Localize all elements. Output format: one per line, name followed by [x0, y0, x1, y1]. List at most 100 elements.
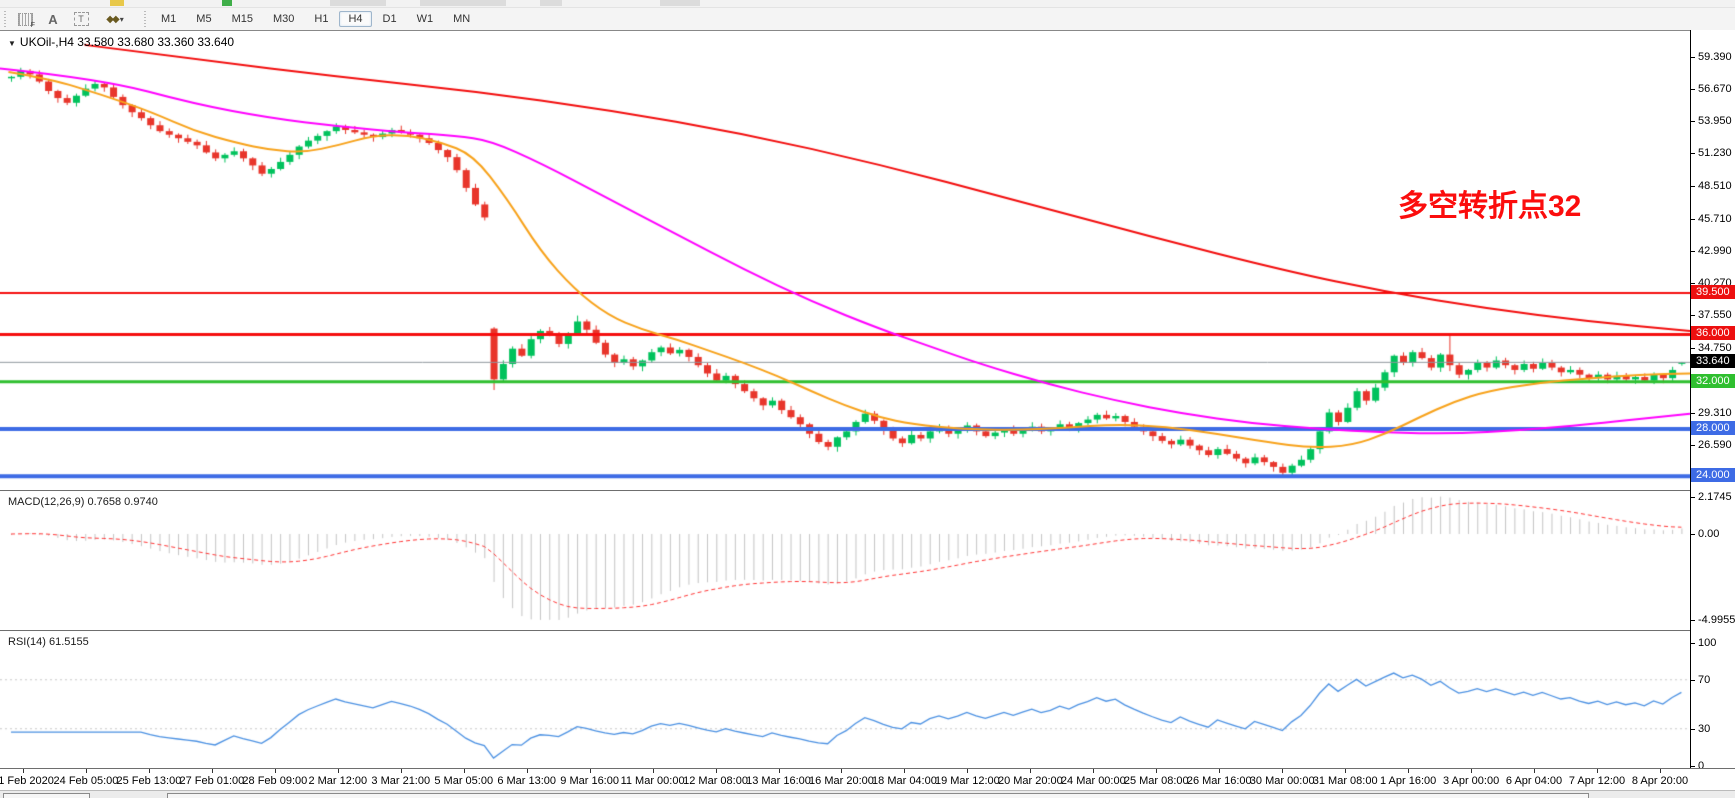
timeframe-button-m1[interactable]: M1	[161, 13, 177, 25]
price-tick-mark	[1691, 185, 1695, 187]
clipped-icon-fragment	[660, 0, 700, 6]
time-tick-label: 3 Apr 00:00	[1442, 775, 1500, 787]
macd-tick-mark	[1691, 534, 1695, 535]
macd-tick-label: 2.1745	[1698, 490, 1732, 503]
toolbar-drag-handle[interactable]	[3, 11, 8, 27]
time-tick-label: 31 Mar 08:00	[1312, 775, 1378, 787]
time-tick-label: 19 Mar 12:00	[934, 775, 1000, 787]
timeframe-button-h4[interactable]: H4	[339, 11, 372, 27]
time-tick-label: 21 Feb 2020	[0, 775, 54, 787]
time-tick-mark	[274, 769, 276, 773]
macd-label: MACD(12,26,9) 0.7658 0.9740	[8, 496, 158, 508]
text-label-icon[interactable]: T	[69, 9, 93, 29]
price-tick-label: 37.550	[1698, 309, 1732, 322]
timeframe-button-d1[interactable]: D1	[382, 13, 397, 25]
clipped-icon-fragment	[330, 0, 386, 6]
price-tick-mark	[1691, 89, 1695, 91]
pane-splitter[interactable]	[0, 630, 1735, 632]
ohlc-collapse-icon[interactable]: ▼	[8, 39, 16, 48]
time-tick-label: 5 Mar 05:00	[434, 775, 494, 787]
time-tick-label: 9 Mar 16:00	[560, 775, 619, 787]
chart-title-text: UKOil-,H4 33.580 33.680 33.360 33.640	[19, 35, 235, 49]
rsi-label: RSI(14) 61.5155	[8, 636, 89, 648]
timeframe-button-m5[interactable]: M5	[196, 13, 212, 25]
time-tick-mark	[526, 769, 528, 773]
bottom-tab[interactable]	[167, 793, 1589, 798]
timeframe-button-h1[interactable]: H1	[314, 13, 329, 25]
rsi-tick-label: 30	[1698, 722, 1711, 735]
time-tick-label: 2 Mar 12:00	[308, 775, 368, 787]
time-tick-mark	[23, 769, 24, 773]
clipped-icon-fragment	[110, 0, 124, 6]
price-tick-mark	[1691, 250, 1695, 252]
time-tick-mark	[652, 769, 654, 773]
time-tick-label: 25 Mar 08:00	[1123, 775, 1189, 787]
price-tick-label: 56.670	[1698, 83, 1732, 96]
clipped-toolbar-row	[0, 0, 1735, 8]
price-tick-label: 51.230	[1698, 147, 1732, 160]
price-tick-label: 42.990	[1698, 244, 1732, 257]
time-tick-label: 3 Mar 21:00	[371, 775, 431, 787]
timeframe-button-group: M1 M5 M15 M30 H1 H4 D1 W1 MN	[151, 11, 480, 27]
rsi-indicator-pane: RSI(14) 61.5155	[0, 632, 1690, 768]
price-tick-label: 26.590	[1698, 438, 1732, 451]
time-tick-mark	[904, 769, 906, 773]
price-chart-canvas[interactable]	[0, 31, 1690, 491]
time-tick-label: 20 Mar 20:00	[997, 775, 1063, 787]
chart-annotation-text: 多空转折点32	[1398, 190, 1582, 223]
time-tick-label: 11 Mar 00:00	[620, 775, 685, 787]
time-tick-label: 6 Mar 13:00	[497, 775, 557, 787]
rsi-tick-mark	[1691, 728, 1695, 730]
time-tick-label: 6 Apr 04:00	[1505, 775, 1563, 787]
time-tick-mark	[1471, 769, 1473, 773]
price-tick-mark	[1691, 348, 1695, 350]
price-tick-label: 29.310	[1698, 406, 1732, 419]
price-tick-mark	[1691, 315, 1695, 317]
price-tick-mark	[1691, 412, 1695, 414]
price-badge-33.640: 33.640	[1691, 354, 1735, 369]
price-badge-32.000: 32.000	[1691, 373, 1735, 388]
time-tick-mark	[148, 769, 150, 773]
price-chart-pane: ▼ UKOil-,H4 33.580 33.680 33.360 33.640 多…	[0, 30, 1690, 491]
time-tick-mark	[589, 769, 591, 773]
timeframe-button-w1[interactable]: W1	[416, 13, 434, 25]
dropdown-caret-icon[interactable]: ▾	[119, 14, 124, 24]
macd-canvas[interactable]	[0, 492, 1690, 630]
time-tick-label: 8 Apr 20:00	[1631, 775, 1689, 787]
dotted-grid-f-icon[interactable]: F	[13, 9, 37, 29]
a-glyph: A	[48, 11, 58, 27]
rsi-canvas[interactable]	[0, 632, 1690, 768]
time-tick-mark	[967, 769, 969, 773]
time-tick-mark	[1345, 769, 1347, 773]
pane-splitter[interactable]	[0, 490, 1735, 492]
time-tick-label: 7 Apr 12:00	[1568, 775, 1626, 787]
timeframe-button-m15[interactable]: M15	[231, 13, 253, 25]
time-tick-label: 1 Apr 16:00	[1379, 775, 1437, 787]
rsi-tick-mark	[1691, 643, 1695, 644]
time-tick-mark	[400, 769, 402, 773]
time-tick-mark	[1659, 769, 1661, 773]
rsi-tick-label: 0	[1698, 759, 1705, 772]
price-tick-label: 48.510	[1698, 179, 1732, 192]
macd-tick-mark	[1691, 619, 1695, 621]
t-glyph: T	[73, 12, 89, 26]
drawing-objects-icon[interactable]: ◆◆ ▾	[97, 9, 133, 29]
time-tick-mark	[1030, 769, 1032, 773]
timeframe-group-handle[interactable]	[143, 11, 148, 27]
time-tick-mark	[337, 769, 339, 773]
shapes-glyph: ◆◆	[106, 13, 119, 25]
timeframe-button-m30[interactable]: M30	[272, 13, 295, 25]
clipped-icon-fragment	[540, 0, 562, 6]
time-tick-label: 30 Mar 00:00	[1249, 775, 1315, 787]
timeframe-button-mn[interactable]: MN	[453, 13, 471, 25]
bottom-tab-strip	[0, 790, 1735, 798]
time-tick-label: 27 Feb 01:00	[179, 775, 245, 787]
bottom-tab[interactable]	[3, 793, 90, 798]
time-tick-mark	[1534, 769, 1536, 773]
time-tick-mark	[463, 769, 465, 773]
macd-tick-mark	[1691, 496, 1695, 498]
price-axis[interactable]: 59.390 56.670 53.950 51.230 48.510 45.710 42.9…	[1690, 30, 1735, 772]
rsi-tick-label: 70	[1698, 673, 1711, 686]
font-a-icon[interactable]: A	[41, 9, 65, 29]
